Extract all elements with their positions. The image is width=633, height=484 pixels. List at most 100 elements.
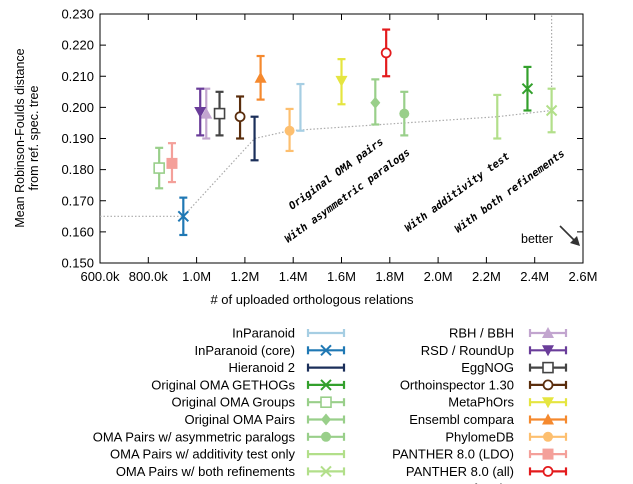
legend-item: InParanoid [232,326,346,341]
x-tick-label: 600.0k [80,269,120,284]
legend-item: OMA Pairs w/ additivity test only [110,447,346,462]
data-point [250,115,259,162]
legend-label: Original OMA GETHOGs [151,377,295,392]
legend-swatch-marker [320,396,332,409]
y-tick-label: 0.220 [61,38,94,53]
y-axis-label-line: from ref. spec. tree [27,86,41,191]
legend-item: OMA Pairs w/ both refinements [116,464,346,479]
y-tick-label: 0.200 [61,100,94,115]
legend-label: MetaPhOrs [448,395,514,410]
legend-swatch-marker [542,361,554,374]
data-point [493,93,502,140]
data-point [153,146,165,190]
x-tick-label: 800.0k [129,269,169,284]
legend-label: pareto frontier [433,481,515,484]
point-marker [194,107,207,119]
legend-swatch-marker [320,465,332,478]
legend-label: PANTHER 8.0 (LDO) [392,447,514,462]
data-point [545,87,558,134]
x-tick-label: 1.4M [279,269,308,284]
legend-item: RSD / RoundUp [421,343,568,358]
legend-label: Original OMA Groups [171,395,295,410]
x-tick-label: 2.2M [472,269,501,284]
legend-label: OMA Pairs w/ asymmetric paralogs [93,429,296,444]
y-tick-label: 0.170 [61,193,94,208]
legend: InParanoid InParanoid (core) Hieranoid 2 Or… [93,326,568,484]
data-point [177,196,190,237]
legend-label: InParanoid [232,326,295,341]
y-tick-label: 0.230 [61,7,94,22]
better-arrow-shaft [559,225,577,243]
legend-item: OMA Pairs w/ asymmetric paralogs [93,429,346,444]
legend-swatch-marker [542,397,554,409]
y-axis-ticks: 0.150 0.160 0.170 0.180 0.190 0.200 0.210 0.220… [61,7,583,271]
point-marker [521,82,534,95]
data-point [254,54,267,101]
point-marker [153,162,165,174]
legend-item: EggNOG [461,360,568,375]
data-points [153,28,558,237]
data-point [213,90,226,137]
better-label: better [521,232,553,246]
point-marker [335,75,348,87]
legend-item: InParanoid (core) [195,343,346,358]
x-tick-label: 1.6M [327,269,356,284]
legend-item: Original OMA GETHOGs [151,377,346,392]
y-tick-label: 0.210 [61,69,94,84]
y-tick-label: 0.180 [61,162,94,177]
legend-item: PhylomeDB [445,429,568,444]
legend-item: Original OMA Groups [171,395,346,410]
legend-item: Ensembl compara [409,412,568,427]
plot-area-border [99,13,584,264]
point-marker [399,108,410,119]
better-arrow-head [570,236,580,246]
legend-label: OMA Pairs w/ additivity test only [110,447,295,462]
legend-item: Hieranoid 2 [229,360,346,375]
legend-swatch-marker [542,465,554,477]
x-tick-label: 2.0M [424,269,453,284]
legend-swatch-marker [320,379,332,391]
data-point [370,78,381,126]
legend-item: pareto frontier [433,481,515,484]
legend-label: RSD / RoundUp [421,343,514,358]
point-marker [200,107,213,119]
y-axis-label-line: Mean Robinson-Foulds distance [13,48,27,227]
y-tick-label: 0.160 [61,224,94,239]
data-point [296,82,305,132]
x-tick-label: 1.2M [230,269,259,284]
legend-swatch-marker [542,448,554,460]
legend-label: OMA Pairs w/ both refinements [116,464,296,479]
point-marker [545,104,558,117]
data-point [234,95,246,140]
legend-item: Original OMA Pairs [184,412,346,427]
data-point [194,87,207,137]
legend-swatch-marker [542,327,554,338]
legend-swatch-marker [543,431,553,442]
legend-swatch-marker [542,379,554,391]
legend-label: EggNOG [461,360,514,375]
legend-item: RBH / BBH [449,326,568,341]
legend-label: Original OMA Pairs [184,412,295,427]
legend-label: PANTHER 8.0 (all) [406,464,514,479]
legend-label: RBH / BBH [449,326,514,341]
data-point [166,142,178,184]
point-marker [166,157,178,169]
point-marker [380,47,392,59]
x-axis-label: # of uploaded orthologous relations [210,292,414,307]
point-marker [370,96,381,109]
y-tick-label: 0.190 [61,131,94,146]
legend-item: PANTHER 8.0 (all) [406,464,568,479]
legend-swatch-marker [321,431,331,442]
legend-item: MetaPhOrs [448,395,568,410]
legend-label: Hieranoid 2 [229,360,296,375]
point-marker [177,210,190,223]
legend-label: Orthoinspector 1.30 [400,377,514,392]
y-tick-label: 0.150 [61,256,94,271]
x-tick-label: 2.4M [520,269,549,284]
data-point [284,107,295,153]
y-axis-label: Mean Robinson-Foulds distancefrom ref. s… [13,48,41,227]
legend-swatch-marker [542,345,554,357]
data-point [335,58,348,106]
